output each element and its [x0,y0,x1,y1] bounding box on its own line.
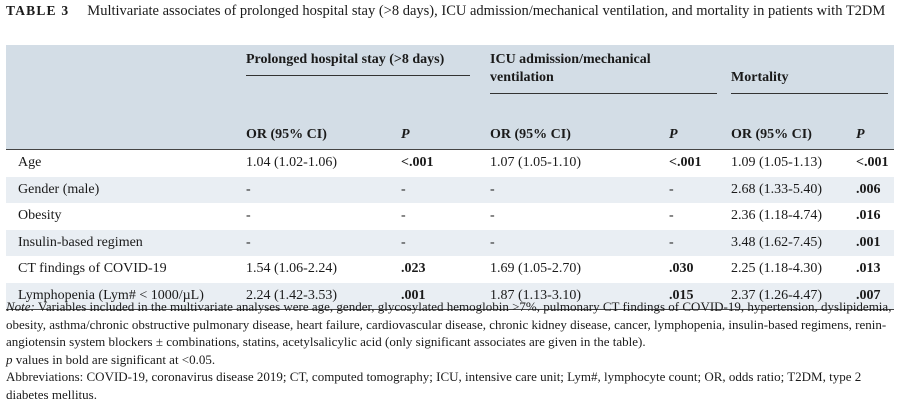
header-blank-sub [6,121,246,150]
or-ci-cell: 2.24 (1.42-3.53) [246,282,391,310]
or-ci-cell: 3.48 (1.62-7.45) [731,229,847,256]
or-ci-cell: - [490,208,495,224]
or-ci-cell: - [476,229,642,256]
p-value-cell: - [641,229,732,256]
abbreviations-note: Abbreviations: COVID-19, coronavirus dis… [6,369,862,402]
p-value-cell: .007 [846,282,895,310]
or-ci-cell: 1.69 (1.05-2.70) [490,261,582,277]
table-caption: TABLE 3 Multivariate associates of prolon… [6,2,896,20]
p-value-cell: - [669,208,674,224]
results-table-container: Prolonged hospital stay (>8 days) ICU ad… [6,45,895,310]
table-row: CT findings of COVID-19 1.54 (1.06-2.24).… [6,256,894,283]
table-row: Insulin-based regimen - - - -3.48 (1.62-7.45… [6,229,895,256]
row-variable-label: Age [18,155,42,171]
or-ci-cell: - [246,176,391,203]
or-ci-cell: 2.68 (1.33-5.40) [731,176,847,203]
subheader-or: OR (95% CI) [246,127,327,142]
table-row: Lymphopenia (Lym# < 1000/µL) 2.24 (1.42-3… [6,282,895,310]
subheader-p: P [669,127,678,142]
or-ci-cell: 2.25 (1.18-4.30) [731,261,823,277]
significance-note: p values in bold are significant at <0.0… [6,351,216,367]
p-value-cell: <.001 [669,155,702,171]
or-ci-cell: - [476,176,642,203]
or-ci-cell: 1.07 (1.05-1.10) [490,155,582,171]
p-value-cell: - [401,208,406,224]
row-variable-label: Lymphopenia (Lym# < 1000/µL) [6,282,246,310]
or-ci-cell: 2.37 (1.26-4.47) [731,282,847,310]
table-body: Age 1.04 (1.02-1.06) <.001 1.07 (1.05-1.10)… [6,150,895,310]
row-variable-label: Obesity [18,208,62,224]
p-value-cell: - [641,176,732,203]
or-ci-cell: 2.36 (1.18-4.74) [731,208,823,224]
subheader-or: OR (95% CI) [731,127,812,142]
table-row: Obesity - - - - 2.36 (1.18-4.74) .016 [6,203,894,230]
p-value-cell: .030 [669,261,694,277]
p-value-cell: <.001 [401,155,434,171]
or-ci-cell: - [246,229,391,256]
p-value-cell: .015 [641,282,732,310]
p-value-cell: .023 [401,261,426,277]
subheader-p: P [401,127,410,142]
or-ci-cell: 1.54 (1.06-2.24) [246,261,337,277]
subheader-p: P [856,127,865,142]
or-ci-cell: 1.87 (1.13-3.10) [476,282,642,310]
row-variable-label: CT findings of COVID-19 [18,261,167,277]
subheader-or: OR (95% CI) [490,127,571,142]
p-value-cell: - [391,229,477,256]
note-paragraph: Note: Variables included in the multivar… [6,299,892,349]
or-ci-cell: 1.04 (1.02-1.06) [246,155,337,171]
group-header-hospital-stay: Prolonged hospital stay (>8 days) [246,45,476,121]
or-ci-cell: - [246,208,251,224]
table-title: Multivariate associates of prolonged hos… [87,3,886,19]
table-notes: Note: Variables included in the multivar… [6,298,894,403]
p-value-cell: <.001 [856,155,889,171]
row-variable-label: Gender (male) [6,176,246,203]
table-row: Age 1.04 (1.02-1.06) <.001 1.07 (1.05-1.10)… [6,150,894,177]
or-ci-cell: 1.09 (1.05-1.13) [731,155,823,171]
table-row: Gender (male) - - - -2.68 (1.33-5.40) .006 [6,176,895,203]
p-value-cell: .013 [856,261,881,277]
p-value-cell: .016 [856,208,881,224]
table-header: Prolonged hospital stay (>8 days) ICU ad… [6,45,895,150]
p-value-cell: .006 [846,176,895,203]
group-header-icu: ICU admission/mechanical ventilation [476,45,731,121]
table-label: TABLE 3 [6,3,70,18]
p-value-cell: .001 [846,229,895,256]
results-table: Prolonged hospital stay (>8 days) ICU ad… [6,45,895,310]
group-header-mortality: Mortality [731,45,894,121]
header-blank [6,45,246,121]
row-variable-label: Insulin-based regimen [6,229,246,256]
p-value-cell: - [391,176,477,203]
p-value-cell: .001 [391,282,477,310]
